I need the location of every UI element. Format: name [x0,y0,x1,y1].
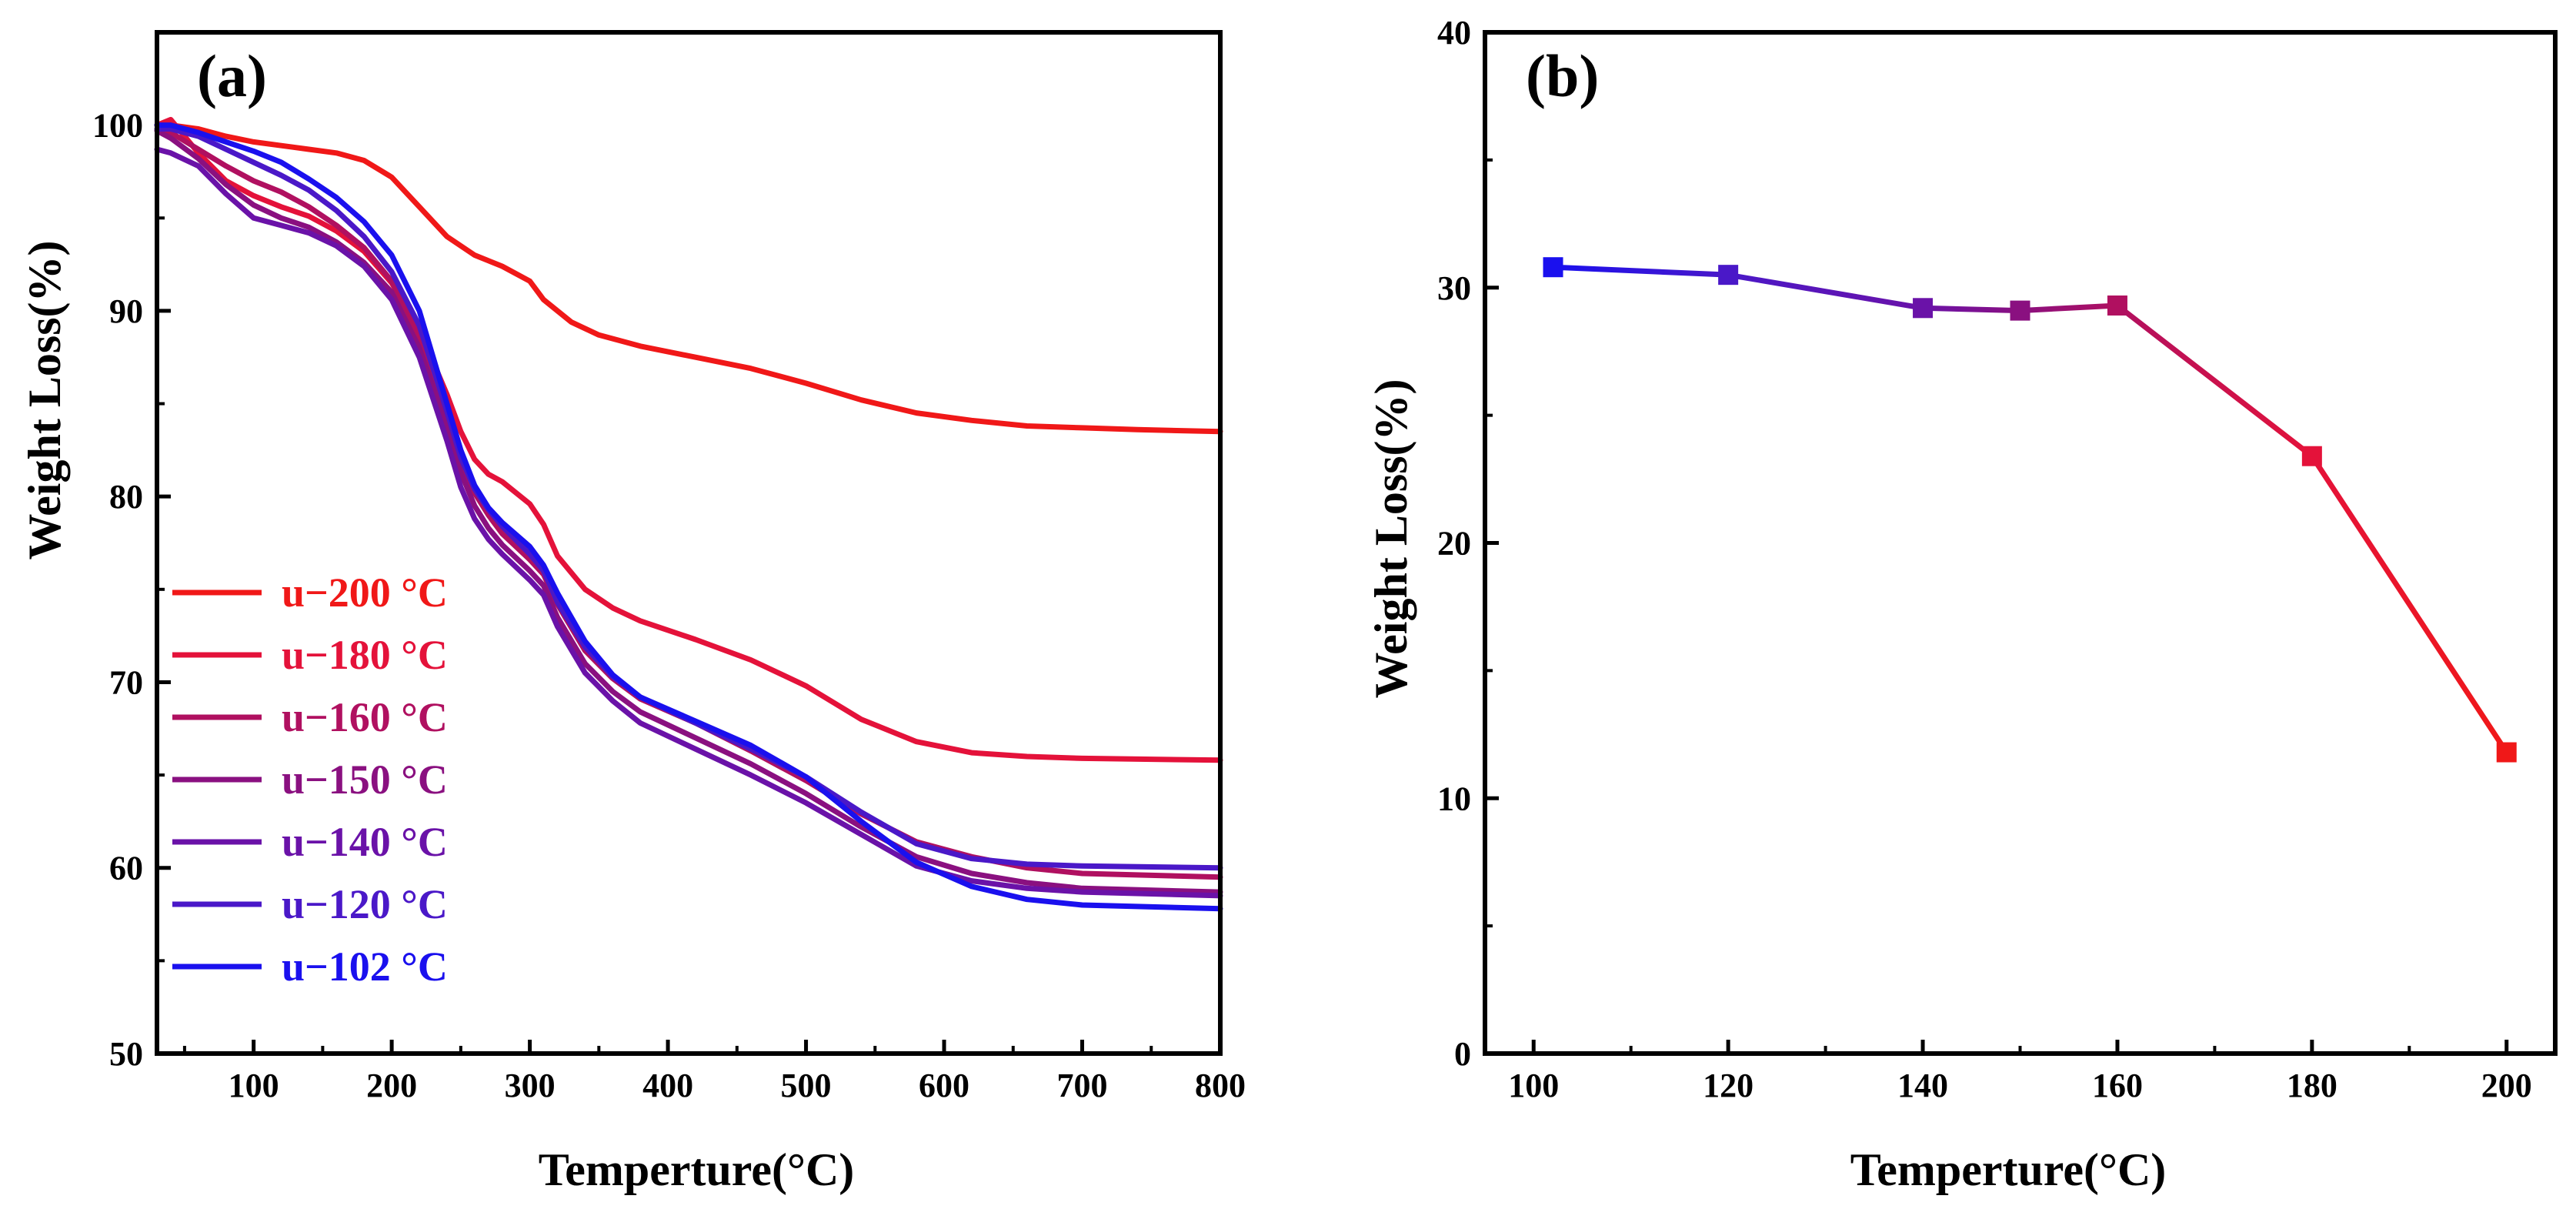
y-tick-label: 40 [1437,14,1471,52]
x-tick-label: 100 [229,1067,279,1104]
y-tick-label: 70 [109,663,143,701]
panel-a-series [154,116,1223,912]
x-tick-label: 200 [366,1067,417,1104]
y-tick-label: 30 [1437,269,1471,307]
series-line-1 [154,122,1223,435]
y-tick-label: 90 [109,292,143,330]
panel-b-chart: (b) Temperture(°C) Weight Loss(%) 100 120… [1366,14,2558,1195]
x-tick-label: 140 [1897,1067,1948,1104]
y-tick-label: 10 [1437,780,1471,817]
y-tick-label: 0 [1454,1035,1471,1073]
legend-label: u−120 °C [282,881,448,927]
legend-label: u−150 °C [282,756,448,803]
series-line-4 [154,128,1223,895]
x-tick-label: 200 [2481,1067,2532,1104]
data-point-marker [2107,295,2127,316]
y-tick-label: 80 [109,478,143,516]
x-tick-label: 700 [1057,1067,1108,1104]
panel-b-ticks: 100 120 140 160 180 200 0 10 20 30 40 [1437,14,2532,1104]
series-segment [1725,272,1926,311]
x-tick-label: 800 [1195,1067,1246,1104]
panel-b-series [1543,257,2517,763]
panel-a-x-axis-title: Temperture(°C) [539,1144,855,1195]
panel-a-chart: (a) Temperture(°C) Weight Loss(%) 100 200… [19,30,1246,1195]
panel-b-label: (b) [1526,42,1599,109]
panel-a-legend: u−200 °C u−180 °C u−160 °C u−150 °C u−140 °C… [172,569,448,990]
data-point-marker [1718,265,1739,286]
legend-label: u−200 °C [282,569,448,616]
panel-b-plot-frame [1483,30,2558,1056]
x-tick-label: 160 [2092,1067,2143,1104]
panel-b-y-axis-title: Weight Loss(%) [1366,379,1416,698]
panel-a-y-axis-title: Weight Loss(%) [19,240,70,559]
series-segment [1550,264,1731,278]
x-tick-label: 300 [505,1067,556,1104]
x-tick-label: 600 [919,1067,969,1104]
data-point-marker [1913,298,1934,319]
legend-label: u−140 °C [282,819,448,865]
y-tick-label: 50 [109,1035,143,1073]
legend-label: u−160 °C [282,694,448,740]
data-point-marker [2301,446,2322,466]
panel-a-label: (a) [197,42,267,109]
y-tick-label: 100 [92,107,143,145]
series-line-6 [154,126,1223,871]
series-segment [2309,453,2510,756]
series-segment [1920,305,2023,314]
series-segment [2017,302,2121,314]
data-point-marker [1543,257,1563,278]
series-line-2 [154,116,1223,763]
series-line-5 [154,146,1223,899]
panel-a-ticks: 100 200 300 400 500 600 700 800 50 60 70 80 90 100 [92,107,1246,1104]
legend-label: u−180 °C [282,632,448,678]
x-tick-label: 500 [781,1067,832,1104]
data-point-marker [2496,742,2517,763]
series-segment [2114,302,2315,459]
y-tick-label: 20 [1437,525,1471,563]
series-line-7 [154,122,1223,912]
x-tick-label: 120 [1703,1067,1753,1104]
panel-b-x-axis-title: Temperture(°C) [1850,1144,2167,1195]
x-tick-label: 100 [1508,1067,1559,1104]
data-point-marker [2010,300,2030,321]
y-tick-label: 60 [109,850,143,887]
legend-label: u−102 °C [282,943,448,990]
x-tick-label: 180 [2287,1067,2337,1104]
x-tick-label: 400 [642,1067,693,1104]
panel-a-plot-frame [155,30,1223,1056]
